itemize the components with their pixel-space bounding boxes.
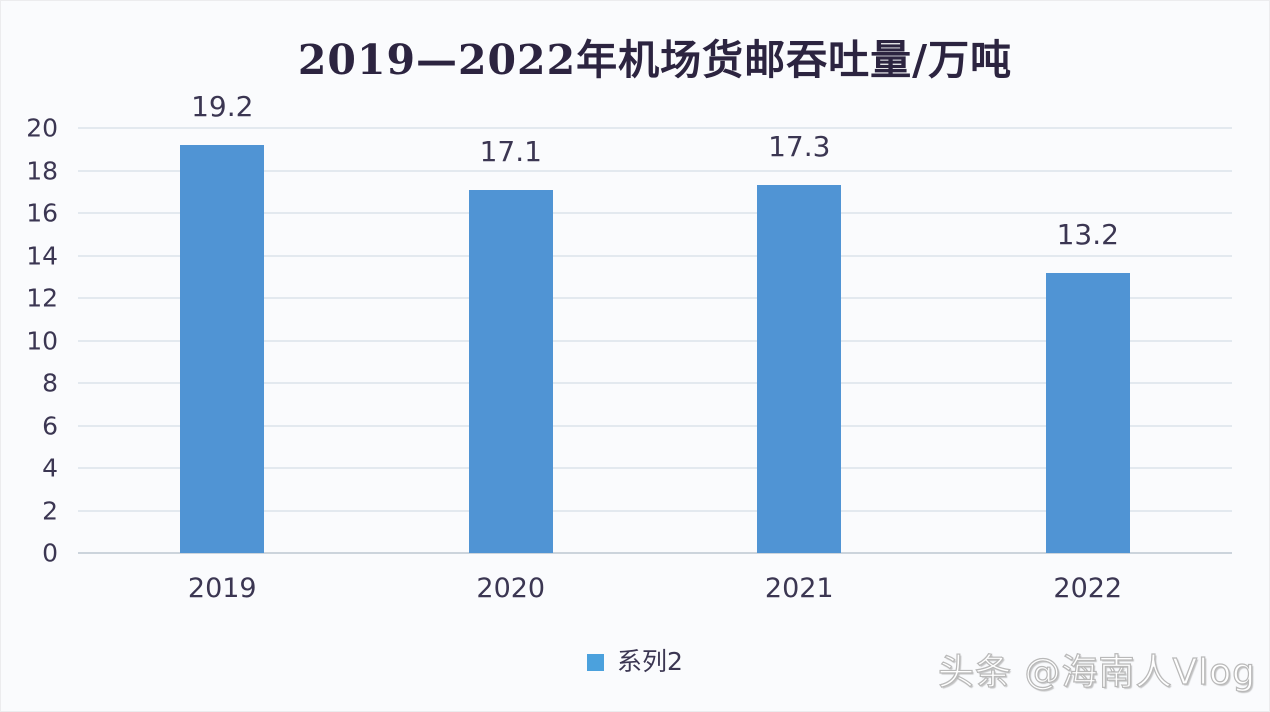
y-tick-label: 16: [26, 198, 58, 228]
y-tick-label: 10: [26, 326, 58, 355]
y-tick-label: 14: [26, 241, 58, 270]
x-tick-label: 2020: [476, 573, 546, 604]
gridline: [78, 212, 1232, 214]
bar-slot: 17.3: [655, 128, 944, 553]
x-tick-label: 2021: [764, 573, 834, 604]
y-tick-label: 18: [26, 156, 58, 185]
gridline: [78, 424, 1232, 427]
chart-title: 2019—2022年机场货邮吞吐量/万吨: [297, 36, 1013, 84]
plot-area: 19.2 17.1 17.3 13.2: [78, 90, 1233, 554]
legend-label: 系列2: [617, 647, 683, 676]
y-tick-label: 12: [26, 283, 58, 313]
bar-slot: 17.1: [367, 128, 656, 553]
bar-2020: [468, 189, 553, 553]
y-tick-label: 6: [42, 411, 58, 440]
gridline: [78, 127, 1232, 129]
gridline: [78, 339, 1232, 342]
x-tick-label: 2022: [1053, 573, 1123, 604]
gridline: [78, 552, 1232, 554]
gridline: [78, 169, 1232, 172]
bar-slot: 13.2: [944, 128, 1233, 553]
gridline: [78, 382, 1232, 384]
watermark: 头条 @海南人Vlog: [937, 651, 1256, 693]
bar-slot: 19.2: [78, 90, 367, 553]
y-tick-label: 0: [42, 538, 58, 568]
y-tick-label: 2: [42, 496, 58, 525]
bar-2022: [1045, 272, 1130, 553]
bar-2021: [757, 185, 842, 553]
gridline: [78, 509, 1232, 512]
gridline: [78, 254, 1232, 257]
bar-value-label: 17.3: [768, 130, 831, 164]
gridline: [78, 297, 1232, 299]
legend-swatch: [587, 653, 605, 671]
y-tick-label: 4: [42, 453, 58, 483]
legend: 系列2: [0, 648, 1270, 676]
bar-value-label: 13.2: [1056, 217, 1119, 251]
y-tick-label: 20: [26, 113, 58, 143]
x-tick-label: 2019: [187, 573, 257, 604]
x-axis-labels: 2019 2020 2021 2022: [78, 573, 1232, 607]
bar-value-label: 19.2: [191, 90, 254, 123]
gridline: [78, 467, 1232, 469]
bar-2019: [180, 145, 265, 553]
y-tick-label: 8: [42, 368, 58, 398]
bar-value-label: 17.1: [479, 134, 542, 168]
